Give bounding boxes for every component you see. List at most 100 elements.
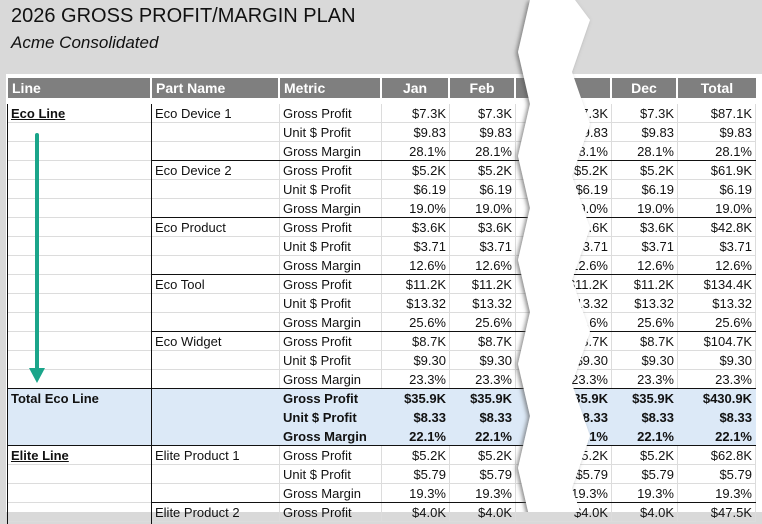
value-cell[interactable]: $5.2K [612,446,678,465]
value-cell[interactable]: $134.4K [678,275,756,294]
metric-cell[interactable]: Gross Profit [280,218,382,237]
value-cell[interactable]: $9.83 [382,123,450,142]
header-part-name[interactable]: Part Name [152,78,278,98]
value-cell[interactable]: $13.32 [678,294,756,313]
metric-cell[interactable]: Gross Profit [280,161,382,180]
part-name-cell[interactable]: Eco Device 2 [152,161,280,180]
value-cell[interactable]: $3.71 [612,237,678,256]
part-name-cell[interactable]: Eco Tool [152,275,280,294]
value-cell[interactable]: $6.19 [678,180,756,199]
value-cell[interactable]: $5.2K [450,446,516,465]
part-name-cell[interactable]: Eco Product [152,218,280,237]
value-cell[interactable]: $5.79 [382,465,450,484]
border-line [7,104,8,524]
total-metric-cell[interactable]: Gross Margin [280,427,382,446]
part-name-cell[interactable]: Elite Product 1 [152,446,280,465]
value-cell[interactable]: $6.19 [450,180,516,199]
value-cell[interactable]: $13.32 [612,294,678,313]
value-cell[interactable]: $5.2K [450,161,516,180]
value-cell[interactable]: $3.6K [612,218,678,237]
value-cell[interactable]: $13.32 [382,294,450,313]
total-value-cell[interactable]: $8.33 [678,408,756,427]
value-cell[interactable]: $3.6K [382,218,450,237]
metric-cell[interactable]: Unit $ Profit [280,237,382,256]
value-cell[interactable]: $3.71 [678,237,756,256]
value-cell[interactable]: $6.19 [382,180,450,199]
value-cell[interactable]: $9.83 [450,123,516,142]
value-cell[interactable]: $9.30 [382,351,450,370]
header-line[interactable]: Line [8,78,150,98]
metric-cell[interactable]: Gross Profit [280,275,382,294]
value-cell[interactable]: $9.30 [612,351,678,370]
value-cell[interactable]: $5.2K [612,161,678,180]
value-cell[interactable]: $87.1K [678,104,756,123]
value-cell[interactable]: $11.2K [382,275,450,294]
part-cell[interactable] [152,180,280,199]
metric-cell[interactable]: Gross Profit [280,332,382,351]
page-title: 2026 GROSS PROFIT/MARGIN PLAN [11,5,356,27]
value-cell[interactable]: $8.7K [450,332,516,351]
value-cell[interactable]: $8.7K [382,332,450,351]
part-cell[interactable] [152,294,280,313]
metric-cell[interactable]: Unit $ Profit [280,123,382,142]
part-cell[interactable] [152,237,280,256]
total-value-cell[interactable]: $35.9K [382,389,450,408]
value-cell[interactable]: $9.30 [450,351,516,370]
total-value-cell[interactable]: $35.9K [450,389,516,408]
value-cell[interactable]: $9.83 [612,123,678,142]
header-metric[interactable]: Metric [280,78,380,98]
metric-cell[interactable]: Unit $ Profit [280,180,382,199]
value-cell[interactable]: $3.6K [450,218,516,237]
value-cell[interactable]: $9.30 [678,351,756,370]
value-cell[interactable]: $5.79 [612,465,678,484]
value-cell[interactable]: $11.2K [450,275,516,294]
border-line [8,445,756,446]
part-name-cell[interactable]: Eco Widget [152,332,280,351]
part-cell[interactable] [152,465,280,484]
header-dec[interactable]: Dec [612,78,676,98]
value-cell[interactable]: $62.8K [678,446,756,465]
value-cell[interactable]: $3.71 [382,237,450,256]
header-total[interactable]: Total [678,78,756,98]
value-cell[interactable]: $7.3K [450,104,516,123]
total-value-cell[interactable]: $35.9K [612,389,678,408]
page-subtitle: Acme Consolidated [11,33,159,52]
value-cell[interactable]: $6.19 [612,180,678,199]
part-cell[interactable] [152,351,280,370]
value-cell[interactable]: $5.2K [382,446,450,465]
value-cell[interactable]: $5.79 [678,465,756,484]
value-cell[interactable]: $42.8K [678,218,756,237]
total-value-cell[interactable]: $430.9K [678,389,756,408]
total-metric-cell[interactable]: Gross Profit [280,389,382,408]
value-cell[interactable]: $3.71 [450,237,516,256]
part-cell[interactable] [152,123,280,142]
value-cell[interactable]: $11.2K [612,275,678,294]
metric-cell[interactable]: Unit $ Profit [280,294,382,313]
border-line [8,388,756,389]
metric-cell[interactable]: Unit $ Profit [280,351,382,370]
value-cell[interactable]: $104.7K [678,332,756,351]
value-cell[interactable]: $61.9K [678,161,756,180]
value-cell[interactable]: $7.3K [382,104,450,123]
total-metric-cell[interactable]: Unit $ Profit [280,408,382,427]
total-part-cell[interactable] [152,389,280,408]
header-jan[interactable]: Jan [382,78,448,98]
value-cell[interactable]: $8.7K [612,332,678,351]
header-feb[interactable]: Feb [450,78,514,98]
total-part-cell[interactable] [152,408,280,427]
value-cell[interactable]: $5.2K [382,161,450,180]
border-line [152,160,756,161]
total-value-cell[interactable]: $8.33 [612,408,678,427]
part-name-cell[interactable]: Eco Device 1 [152,104,280,123]
total-value-cell[interactable]: $8.33 [382,408,450,427]
value-cell[interactable]: $13.32 [450,294,516,313]
metric-cell[interactable]: Gross Profit [280,446,382,465]
total-value-cell[interactable]: $8.33 [450,408,516,427]
total-label-cell[interactable]: Total Eco Line [8,389,152,408]
value-cell[interactable]: $7.3K [612,104,678,123]
value-cell[interactable]: $9.83 [678,123,756,142]
value-cell[interactable]: $5.79 [450,465,516,484]
total-value-cell[interactable]: 22.1% [612,427,678,446]
metric-cell[interactable]: Gross Profit [280,104,382,123]
metric-cell[interactable]: Unit $ Profit [280,465,382,484]
